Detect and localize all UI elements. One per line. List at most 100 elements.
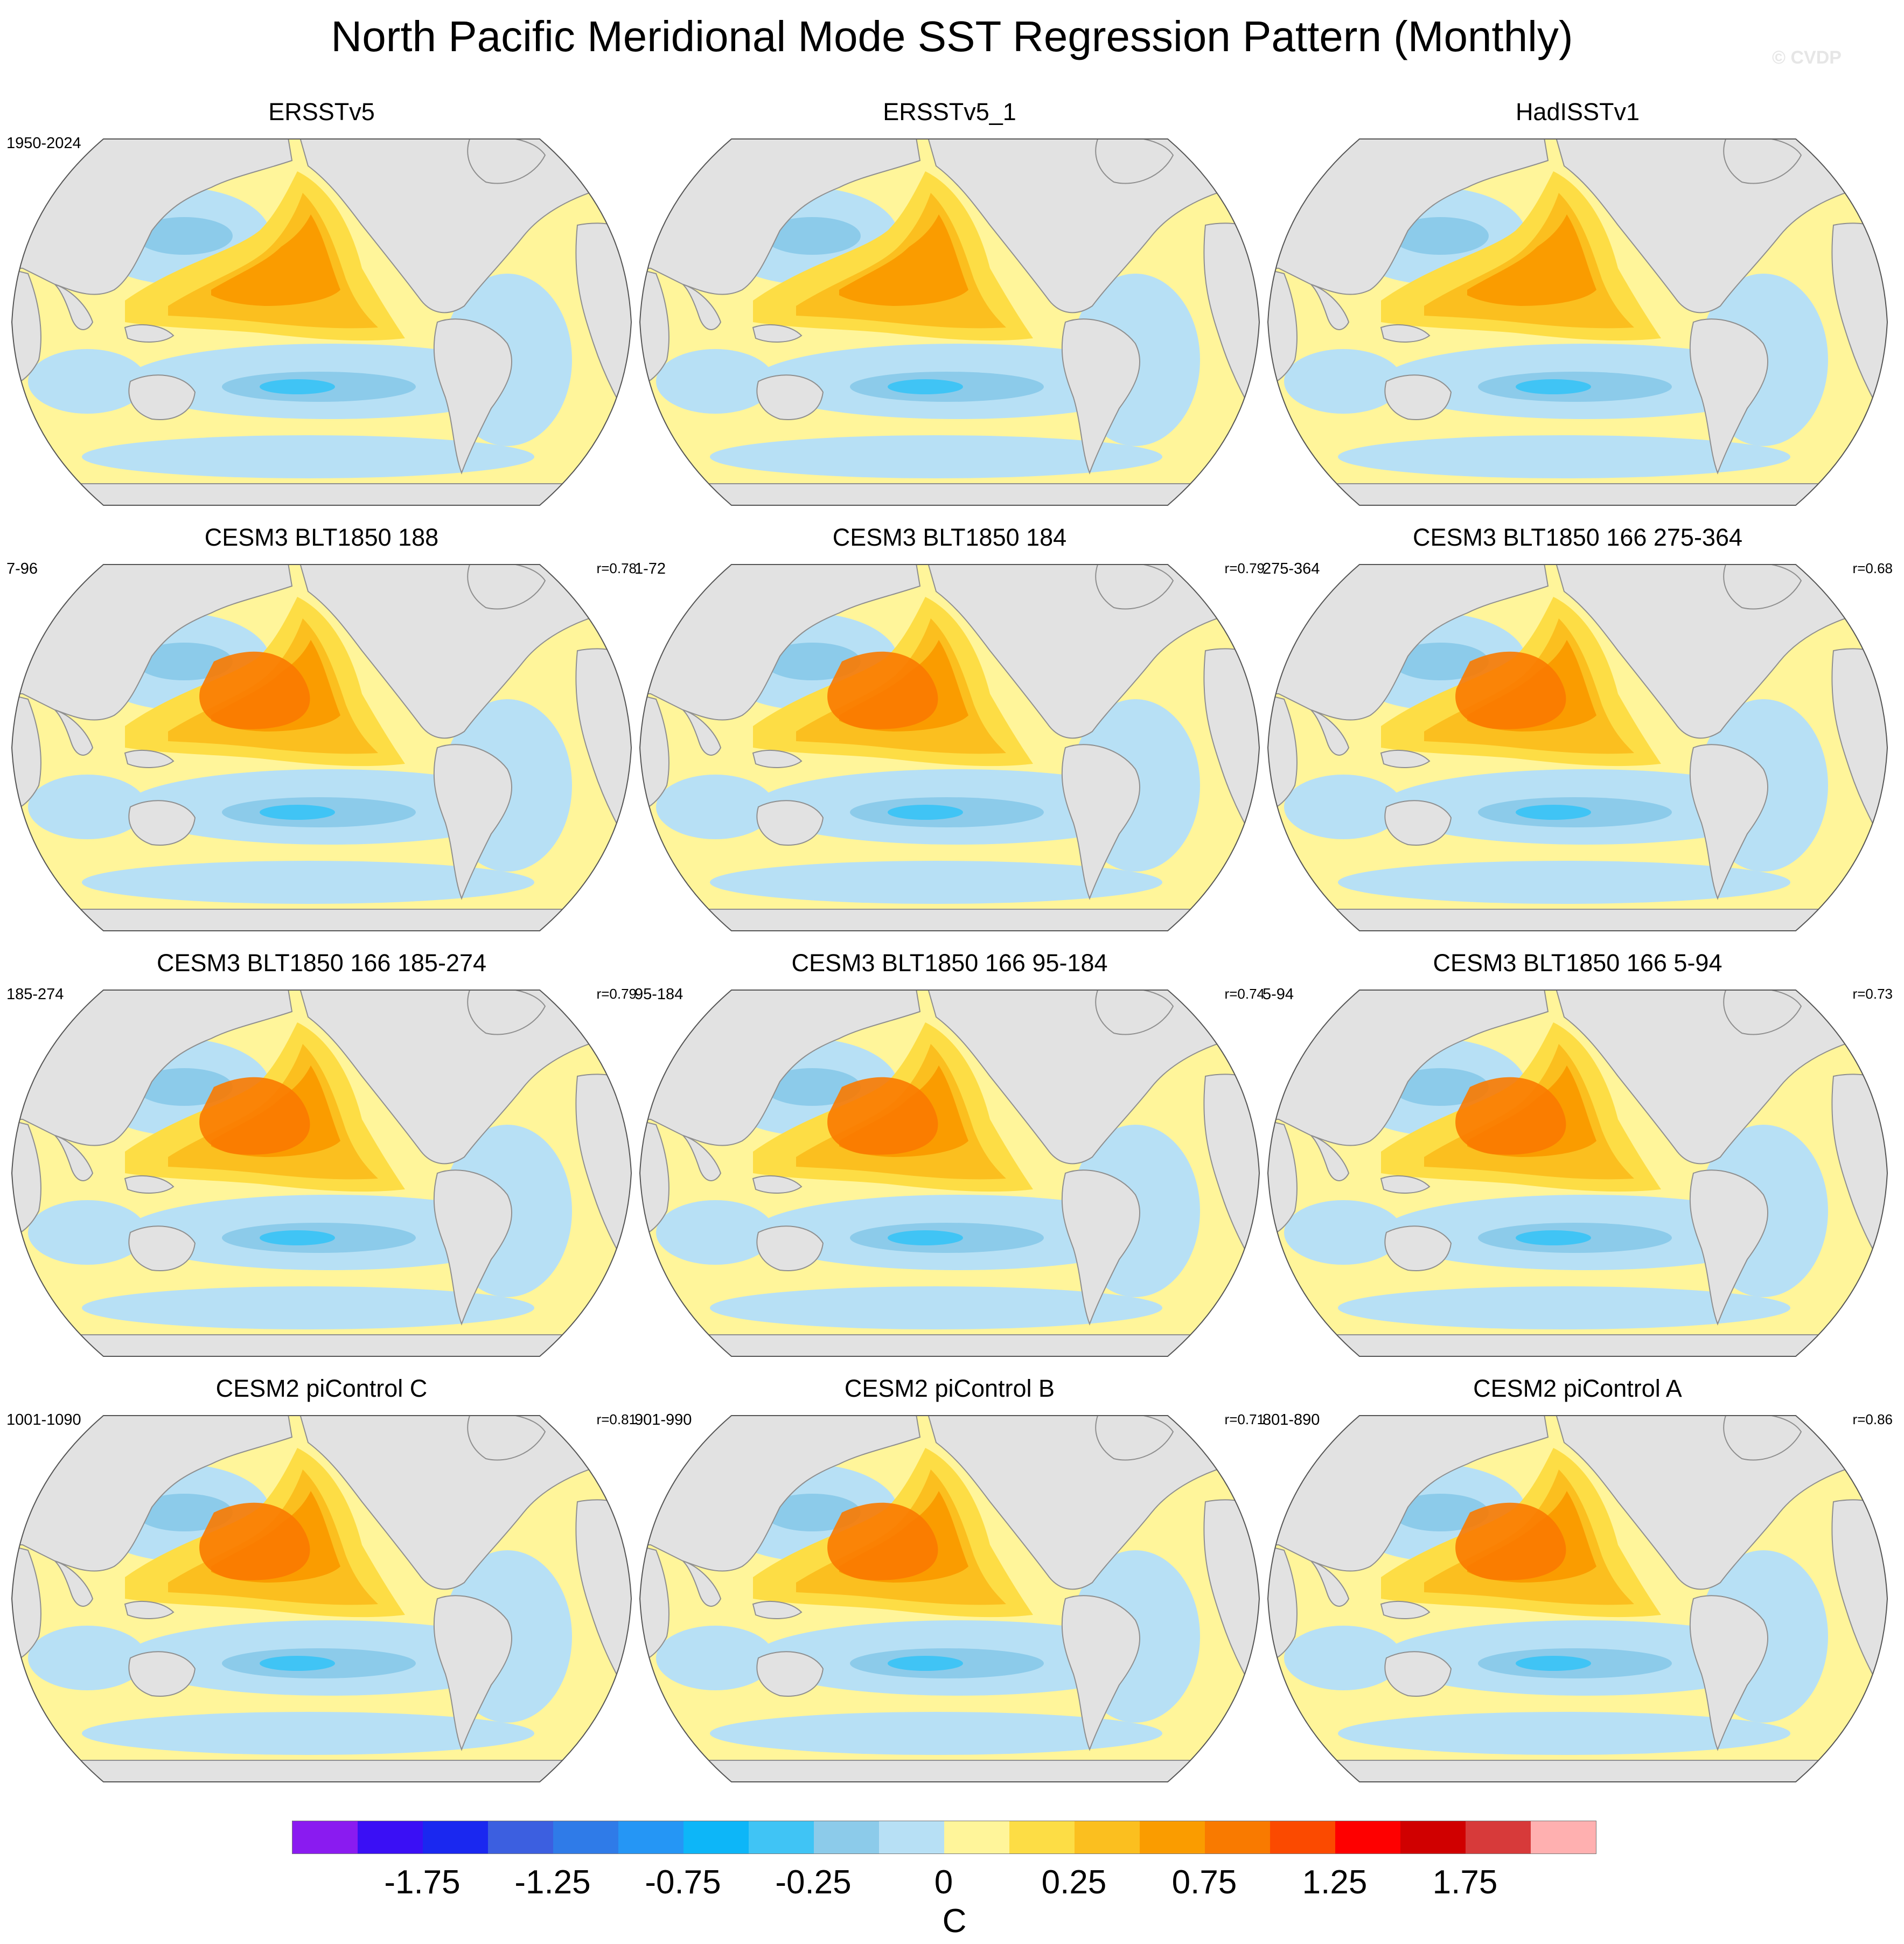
map-boundary — [639, 564, 1260, 931]
land-antarctica — [640, 1334, 1259, 1356]
land-greenland — [1095, 565, 1174, 610]
sst-negative-core — [136, 1494, 233, 1531]
sst-negative-area — [28, 775, 147, 839]
land-south-asia — [54, 1560, 94, 1607]
sst-negative-core — [260, 379, 335, 394]
colorbar-swatch — [944, 1821, 1009, 1854]
land-north-america — [1552, 565, 1887, 739]
sst-positive-core — [211, 214, 340, 306]
land-greenland — [467, 139, 546, 184]
land-antarctica — [640, 1760, 1259, 1782]
robinson-map — [639, 1415, 1260, 1782]
sst-negative-area — [656, 349, 775, 414]
land-antarctica — [1268, 909, 1887, 931]
land-masses — [12, 1416, 631, 1782]
figure-title: North Pacific Meridional Mode SST Regres… — [331, 12, 1573, 60]
panel-years: 5-94 — [1263, 986, 1294, 1003]
map-boundary — [1267, 138, 1888, 506]
land-south-america — [433, 1595, 512, 1751]
land-south-asia — [682, 284, 722, 330]
sst-negative-core — [260, 1656, 335, 1671]
land-south-america — [1061, 1595, 1140, 1751]
sst-negative-area — [1284, 1200, 1403, 1265]
land-antarctica — [12, 909, 631, 931]
land-south-america — [433, 318, 512, 475]
colorbar-tick-label: 1.25 — [1302, 1864, 1368, 1901]
land-maritime-continent — [1380, 1601, 1431, 1619]
sst-negative-core — [136, 217, 233, 255]
map-panel: HadISSTv1 — [1263, 96, 1893, 516]
colorbar-swatch — [814, 1821, 879, 1854]
land-antarctica — [12, 483, 631, 505]
land-north-america — [924, 990, 1259, 1165]
land-north-america — [296, 1416, 631, 1590]
sst-negative-core — [1516, 1230, 1591, 1245]
land-south-asia — [1310, 709, 1350, 756]
land-masses — [1268, 1416, 1887, 1782]
sst-negative-area — [82, 861, 534, 904]
panel-title: CESM3 BLT1850 184 — [832, 524, 1067, 551]
sst-negative-core — [764, 1068, 861, 1106]
map-boundary — [639, 138, 1260, 506]
map-panel: CESM3 BLT1850 188 7-96 r=0.78 — [6, 521, 637, 942]
sst-negative-area — [1338, 1712, 1790, 1755]
land-australia — [1384, 800, 1452, 846]
land-masses — [640, 565, 1259, 931]
colorbar-swatch — [488, 1821, 553, 1854]
land-south-asia — [54, 709, 94, 756]
colorbar-swatch — [292, 1821, 358, 1854]
land-greenland — [467, 565, 546, 610]
sst-negative-area — [1338, 435, 1790, 478]
land-south-america — [1689, 318, 1768, 475]
map-panel: CESM3 BLT1850 166 185-274 185-274 r=0.79 — [6, 947, 637, 1367]
land-masses — [12, 990, 631, 1356]
sst-negative-core — [1392, 217, 1489, 255]
panel-title: ERSSTv5_1 — [883, 98, 1016, 126]
panel-title: CESM3 BLT1850 166 185-274 — [156, 949, 487, 977]
land-antarctica — [640, 483, 1259, 505]
land-australia — [756, 1651, 824, 1697]
sst-positive-core — [1467, 214, 1596, 306]
land-australia — [756, 1225, 824, 1271]
robinson-map — [639, 564, 1260, 931]
land-maritime-continent — [752, 750, 803, 768]
land-greenland — [467, 1416, 546, 1461]
map-panel: ERSSTv5 1950-2024 — [6, 96, 637, 516]
land-south-asia — [682, 709, 722, 756]
land-australia — [128, 374, 196, 420]
land-greenland — [1095, 990, 1174, 1035]
land-masses — [1268, 139, 1887, 505]
panel-title: CESM2 piControl C — [215, 1375, 428, 1402]
land-maritime-continent — [1380, 324, 1431, 343]
map-boundary — [11, 990, 632, 1357]
colorbar-swatch — [879, 1821, 944, 1854]
land-masses — [640, 139, 1259, 505]
land-maritime-continent — [1380, 750, 1431, 768]
panel-title: CESM3 BLT1850 188 — [204, 524, 439, 551]
colorbar-swatch — [749, 1821, 814, 1854]
map-boundary — [1267, 1415, 1888, 1782]
map-panel: CESM2 piControl A 801-890 r=0.86 — [1263, 1372, 1893, 1793]
map-boundary — [1267, 990, 1888, 1357]
land-south-asia — [1310, 1135, 1350, 1181]
land-australia — [128, 1651, 196, 1697]
land-north-america — [296, 990, 631, 1165]
map-panel: ERSSTv5_1 — [634, 96, 1265, 516]
sst-positive-core — [839, 214, 968, 306]
panel-correlation: r=0.81 — [596, 1411, 637, 1427]
land-greenland — [1095, 139, 1174, 184]
sst-negative-area — [28, 1200, 147, 1265]
panel-title: CESM3 BLT1850 166 5-94 — [1433, 949, 1722, 977]
sst-negative-area — [656, 1626, 775, 1690]
land-north-america — [296, 565, 631, 739]
land-australia — [128, 800, 196, 846]
sst-negative-core — [1516, 1656, 1591, 1671]
panel-title: CESM2 piControl B — [844, 1375, 1055, 1402]
sst-negative-core — [764, 643, 861, 680]
land-north-america — [1552, 139, 1887, 313]
colorbar — [292, 1821, 1596, 1854]
land-australia — [756, 800, 824, 846]
colorbar-swatch — [1400, 1821, 1466, 1854]
colorbar-tick-label: -0.75 — [645, 1864, 721, 1901]
panel-correlation: r=0.79 — [1224, 560, 1265, 576]
